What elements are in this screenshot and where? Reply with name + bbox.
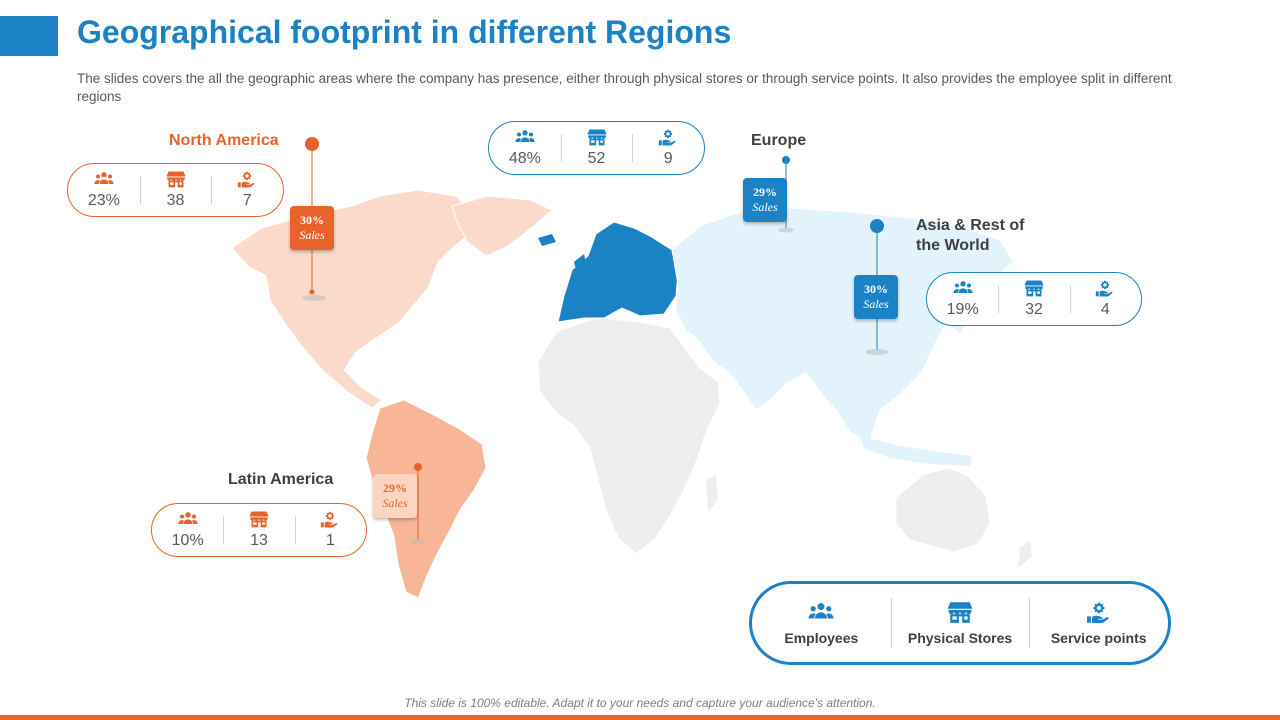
stat-employees: 10% [152,510,223,550]
legend-service-points: Service points [1029,598,1168,648]
la-pin-shadow [410,539,426,545]
stat-stores: 52 [560,128,633,168]
map-greenland [451,195,553,257]
map-asia [671,207,1015,441]
sales-tag-europe: 29% Sales [743,178,787,222]
map-uk [574,254,588,278]
eu-pin-shadow [778,227,794,233]
map-iceland [538,234,556,246]
sales-tag-label: Sales [863,297,889,311]
hand-gear-icon [1095,279,1115,297]
stat-stores-value: 13 [250,532,268,549]
sales-tag-pct: 29% [753,185,777,199]
sales-tag-label: Sales [752,200,778,214]
map-north-america [231,189,479,409]
eu-pin-head [782,156,790,164]
people-group-icon [178,510,198,528]
stat-service-points-value: 1 [325,532,335,549]
stats-latin-america: 10% 13 1 [151,503,367,557]
stat-employees-value: 48% [508,150,541,167]
people-group-icon [515,128,535,146]
stat-service-points-value: 7 [242,192,252,209]
stat-employees: 19% [927,279,998,319]
stat-employees: 23% [68,170,140,210]
map-new-zealand [1018,540,1032,568]
stat-service-points: 7 [211,170,283,210]
stat-employees: 48% [489,128,561,168]
asia-pin-shadow [865,349,889,355]
sales-tag-north-america: 30% Sales [290,206,334,250]
stat-employees-value: 23% [87,192,120,209]
footer-bar [0,715,1280,720]
store-icon [1024,279,1044,297]
stat-stores-value: 38 [166,192,185,209]
hand-gear-icon [658,128,678,146]
stat-employees-value: 10% [171,532,204,549]
map-australia [895,467,991,553]
na-pin-head [305,137,319,151]
stat-stores: 13 [223,510,294,550]
legend-employees-label: Employees [784,630,859,646]
people-group-icon [953,279,973,297]
na-pin-shadow [302,295,326,301]
store-icon [947,600,973,624]
stat-stores-value: 52 [587,150,606,167]
map-madagascar [706,474,718,512]
stat-stores: 32 [998,279,1069,319]
hand-gear-icon [1086,600,1112,624]
store-icon [587,128,607,146]
stat-stores: 38 [139,170,212,210]
store-icon [249,510,269,528]
stat-service-points: 9 [632,128,704,168]
hand-gear-icon [320,510,340,528]
people-group-icon [808,600,834,624]
sales-tag-label: Sales [299,228,325,242]
people-group-icon [94,170,114,188]
stat-service-points-value: 9 [663,150,673,167]
sales-tag-asia: 30% Sales [854,275,898,319]
region-label-asia-line1: Asia & Rest of [916,217,1025,234]
stat-stores-value: 32 [1025,301,1043,318]
hand-gear-icon [237,170,257,188]
map-europe [557,221,679,323]
stats-europe: 48% 52 9 [488,121,705,175]
map-africa [537,317,721,555]
stat-service-points: 1 [294,510,366,550]
legend-physical-stores: Physical Stores [890,598,1030,648]
region-label-asia: Asia & Rest of the World [916,216,1024,256]
stat-service-points: 4 [1069,279,1141,319]
sales-tag-pct: 30% [864,282,888,296]
legend-employees: Employees [752,600,891,646]
stat-employees-value: 19% [946,301,979,318]
asia-pin-head [870,219,884,233]
region-label-north-america: North America [169,132,279,149]
stats-north-america: 23% 38 7 [67,163,284,217]
legend: Employees Physical Stores Service points [749,581,1171,665]
region-label-europe: Europe [751,132,807,149]
sales-tag-pct: 29% [383,481,407,495]
region-label-latin-america: Latin America [228,471,334,488]
sales-tag-label: Sales [382,496,408,510]
stats-asia: 19% 32 4 [926,272,1142,326]
na-pin-dot [309,289,315,295]
page-title: Geographical footprint in different Regi… [77,14,732,50]
footer-note: This slide is 100% editable. Adapt it to… [404,696,876,710]
store-icon [166,170,186,188]
sales-tag-latin-america: 29% Sales [373,474,417,518]
page-subtitle: The slides covers the all the geographic… [77,71,1172,104]
legend-service-points-label: Service points [1050,630,1147,646]
accent-block [0,16,58,56]
map-indonesia [860,436,972,466]
legend-physical-stores-label: Physical Stores [907,630,1013,646]
stat-service-points-value: 4 [1100,301,1110,318]
region-label-asia-line2: the World [916,237,990,254]
sales-tag-pct: 30% [300,213,324,227]
